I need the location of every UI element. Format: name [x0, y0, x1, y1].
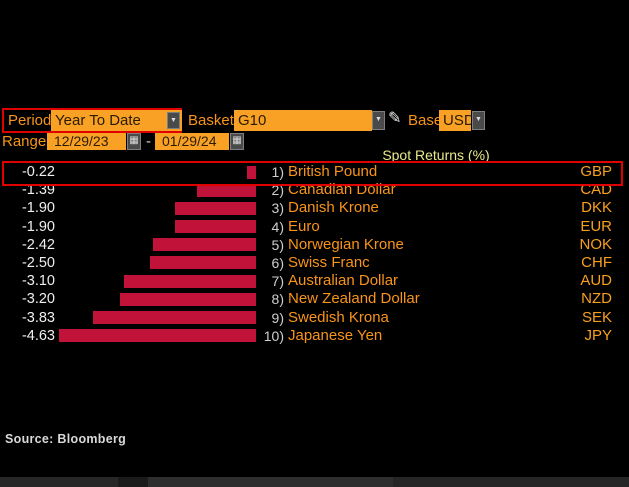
row-number: 7)	[271, 273, 284, 290]
currency-code: CAD	[580, 181, 612, 199]
basket-dropdown[interactable]: G10	[234, 110, 372, 131]
chart-row-gbp[interactable]: -0.22 1) British Pound GBP	[0, 163, 629, 181]
range-end-input[interactable]: 01/29/24	[155, 133, 229, 150]
range-start-value: 12/29/23	[54, 133, 109, 149]
bottom-strip-segment	[118, 477, 148, 487]
return-bar	[175, 201, 256, 215]
return-bar	[59, 329, 256, 343]
range-end-value: 01/29/24	[162, 133, 217, 149]
spot-returns-chart: -0.22 1) British Pound GBP -1.39 2) Cana…	[0, 163, 629, 345]
currency-code: SEK	[581, 308, 612, 326]
base-label: Base	[408, 112, 443, 129]
chart-row-nzd[interactable]: -3.20 8) New Zealand Dollar NZD	[0, 290, 629, 308]
return-value: -3.83	[21, 309, 55, 326]
currency-code: AUD	[580, 272, 612, 290]
currency-name: Australian Dollar	[288, 272, 399, 290]
return-bar	[196, 183, 256, 197]
return-bar	[246, 165, 256, 179]
currency-code: JPY	[584, 326, 612, 344]
return-value: -0.22	[21, 164, 55, 180]
return-value: -3.10	[21, 273, 55, 290]
base-value: USD	[443, 112, 475, 129]
row-number: 9)	[271, 309, 284, 326]
period-dropdown[interactable]: Year To Date	[51, 110, 182, 131]
chart-row-cad[interactable]: -1.39 2) Canadian Dollar CAD	[0, 181, 629, 199]
currency-name: Swedish Krona	[288, 308, 389, 326]
chart-row-aud[interactable]: -3.10 7) Australian Dollar AUD	[0, 272, 629, 290]
return-value: -1.90	[21, 200, 55, 217]
source-label: Source: Bloomberg	[5, 432, 127, 446]
currency-code: NZD	[581, 290, 612, 308]
chart-title: Spot Returns (%)	[382, 147, 490, 163]
range-start-calendar-icon[interactable]: ▦	[127, 133, 141, 150]
pencil-edit-icon[interactable]: ✎	[388, 110, 402, 127]
range-separator: -	[146, 133, 151, 150]
bottom-strip-segment	[148, 477, 393, 487]
basket-value: G10	[238, 112, 267, 129]
row-number: 2)	[271, 182, 284, 199]
return-bar	[93, 311, 256, 324]
period-dropdown-arrow-icon[interactable]: ▼	[167, 112, 180, 129]
currency-code: GBP	[580, 163, 612, 180]
currency-name: Norwegian Krone	[288, 235, 404, 253]
chart-row-nok[interactable]: -2.42 5) Norwegian Krone NOK	[0, 236, 629, 254]
basket-label: Basket	[188, 112, 234, 129]
basket-dropdown-arrow-icon[interactable]: ▼	[372, 111, 385, 130]
return-value: -2.42	[21, 236, 55, 253]
row-number: 5)	[271, 236, 284, 253]
currency-name: British Pound	[288, 163, 378, 180]
currency-code: NOK	[579, 235, 612, 253]
row-number: 10)	[263, 327, 284, 344]
bottom-strip-segment	[393, 477, 629, 487]
chart-row-chf[interactable]: -2.50 6) Swiss Franc CHF	[0, 254, 629, 272]
row-number: 4)	[271, 218, 284, 235]
row-number: 1)	[271, 164, 284, 180]
currency-code: CHF	[581, 253, 612, 271]
return-bar	[153, 238, 256, 252]
chart-row-eur[interactable]: -1.90 4) Euro EUR	[0, 218, 629, 236]
return-value: -3.20	[21, 291, 55, 308]
base-dropdown[interactable]: USD	[439, 110, 475, 131]
chart-row-sek[interactable]: -3.83 9) Swedish Krona SEK	[0, 309, 629, 327]
return-bar	[120, 292, 256, 306]
currency-name: Danish Krone	[288, 199, 379, 217]
currency-code: DKK	[581, 199, 612, 217]
range-end-calendar-icon[interactable]: ▦	[230, 133, 244, 150]
period-label: Period	[8, 112, 52, 129]
currency-name: New Zealand Dollar	[288, 290, 420, 308]
return-bar	[175, 220, 256, 234]
return-bar	[149, 256, 256, 270]
currency-name: Japanese Yen	[288, 326, 383, 344]
row-number: 8)	[271, 291, 284, 308]
range-start-input[interactable]: 12/29/23	[47, 133, 126, 150]
row-number: 3)	[271, 200, 284, 217]
row-number: 6)	[271, 254, 284, 271]
return-value: -1.90	[21, 218, 55, 235]
return-value: -2.50	[21, 254, 55, 271]
return-value: -4.63	[21, 327, 55, 344]
return-bar	[124, 274, 256, 288]
chart-row-dkk[interactable]: -1.90 3) Danish Krone DKK	[0, 199, 629, 217]
range-label: Range	[2, 133, 47, 150]
currency-name: Euro	[288, 217, 320, 235]
chart-row-jpy[interactable]: -4.63 10) Japanese Yen JPY	[0, 327, 629, 345]
bottom-strip-segment	[0, 477, 118, 487]
currency-name: Swiss Franc	[288, 253, 370, 271]
base-dropdown-arrow-icon[interactable]: ▼	[472, 111, 485, 130]
period-value: Year To Date	[55, 112, 141, 129]
currency-code: EUR	[580, 217, 612, 235]
return-value: -1.39	[21, 182, 55, 199]
currency-name: Canadian Dollar	[288, 181, 396, 199]
